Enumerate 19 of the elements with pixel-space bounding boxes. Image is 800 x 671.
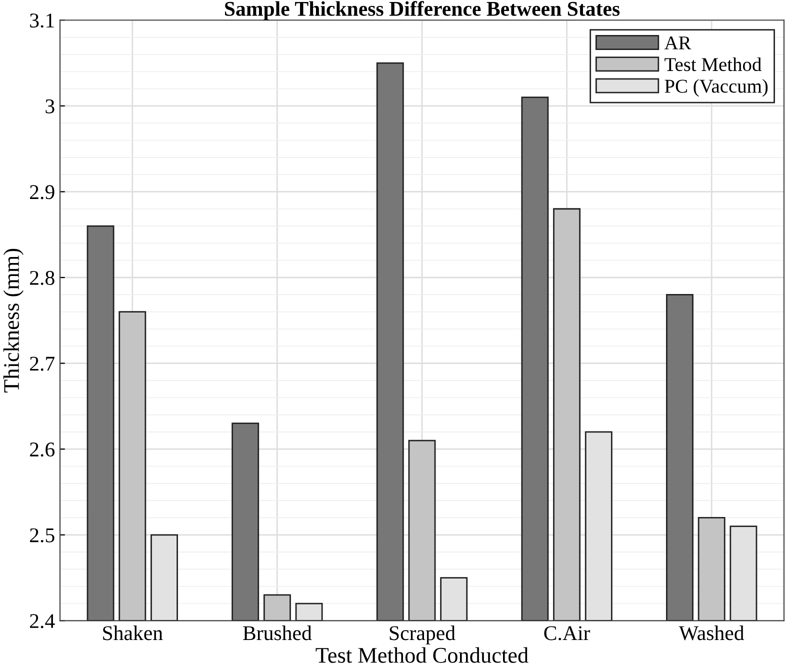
x-tick-label: Brushed xyxy=(243,626,312,640)
y-tick-label: 3 xyxy=(46,99,54,114)
y-tick-label: 2.6 xyxy=(30,442,55,457)
x-tick-label: Washed xyxy=(678,626,744,640)
legend-label: AR xyxy=(664,36,692,50)
chart-title: Sample Thickness Difference Between States xyxy=(225,1,620,20)
x-axis-title: Test Method Conducted xyxy=(316,647,528,663)
y-tick-label: 2.9 xyxy=(30,185,54,200)
y-tick-label: 2.5 xyxy=(30,528,54,542)
y-tick-label: 2.4 xyxy=(30,614,55,628)
x-tick-label: C.Air xyxy=(544,626,590,640)
legend-label: Test Method xyxy=(664,57,762,72)
y-tick-label: 2.7 xyxy=(30,356,55,371)
y-tick-label: 2.8 xyxy=(30,270,54,286)
x-tick-label: Scraped xyxy=(390,626,456,644)
x-tick-label: Shaken xyxy=(103,626,163,640)
y-tick-label: 3.1 xyxy=(30,14,54,28)
y-axis-title: Thickness (mm) xyxy=(3,248,24,393)
legend-label: PC (Vaccum) xyxy=(664,79,768,97)
